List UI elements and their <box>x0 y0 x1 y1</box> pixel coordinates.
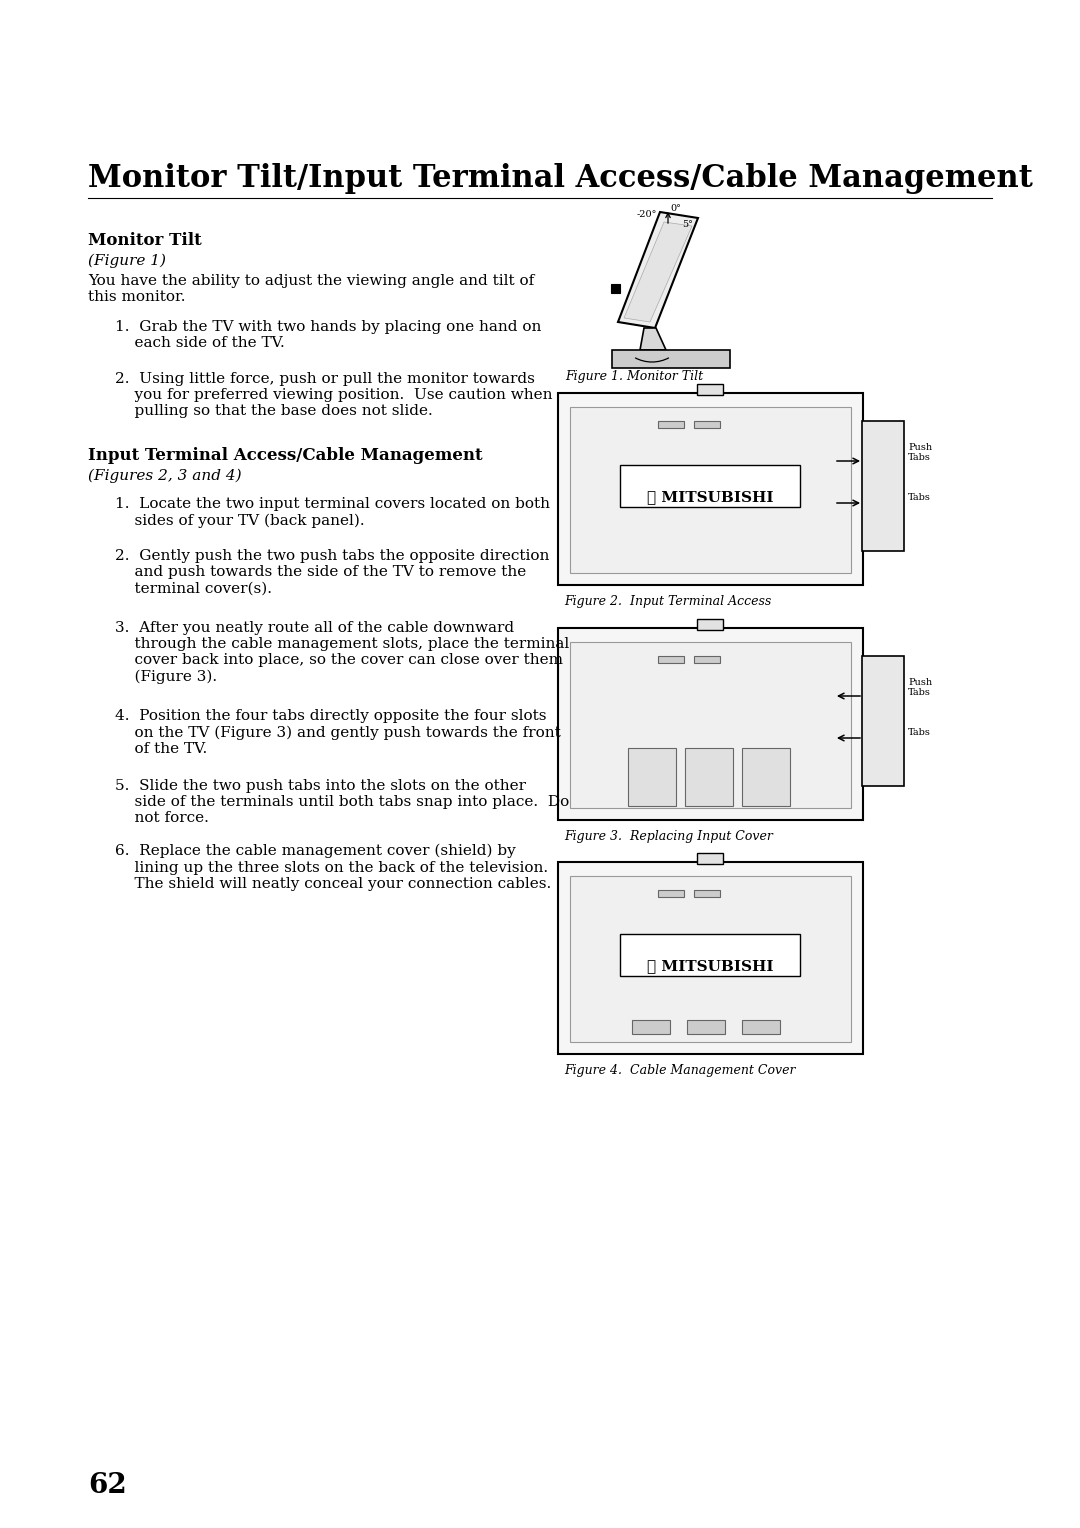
Text: 2.  Gently push the two push tabs the opposite direction
    and push towards th: 2. Gently push the two push tabs the opp… <box>114 549 550 596</box>
Bar <box>687 1021 725 1034</box>
Bar <box>611 284 620 293</box>
Text: 6.  Replace the cable management cover (shield) by
    lining up the three slots: 6. Replace the cable management cover (s… <box>114 843 551 891</box>
Text: 5°: 5° <box>681 220 693 229</box>
Text: Figure 2.  Input Terminal Access: Figure 2. Input Terminal Access <box>564 594 771 608</box>
Text: 1.  Grab the TV with two hands by placing one hand on
    each side of the TV.: 1. Grab the TV with two hands by placing… <box>114 319 541 350</box>
Bar <box>694 889 720 897</box>
Bar <box>694 656 720 663</box>
Polygon shape <box>640 329 666 350</box>
Bar <box>697 853 723 863</box>
Bar <box>570 876 851 1042</box>
Text: ✷ MITSUBISHI: ✷ MITSUBISHI <box>647 490 773 504</box>
Text: Tabs: Tabs <box>908 494 931 503</box>
Text: (Figure 1): (Figure 1) <box>87 254 166 269</box>
Text: 4.  Position the four tabs directly opposite the four slots
    on the TV (Figur: 4. Position the four tabs directly oppos… <box>114 709 561 756</box>
Text: Figure 1. Monitor Tilt: Figure 1. Monitor Tilt <box>565 370 703 384</box>
Polygon shape <box>618 212 698 329</box>
Bar <box>558 628 863 821</box>
Text: You have the ability to adjust the viewing angle and tilt of
this monitor.: You have the ability to adjust the viewi… <box>87 274 535 304</box>
Bar <box>697 384 723 396</box>
Text: ✷ MITSUBISHI: ✷ MITSUBISHI <box>647 960 773 973</box>
Bar <box>558 862 863 1054</box>
Text: 5.  Slide the two push tabs into the slots on the other
    side of the terminal: 5. Slide the two push tabs into the slot… <box>114 779 569 825</box>
Bar <box>658 656 684 663</box>
Text: 3.  After you neatly route all of the cable downward
    through the cable manag: 3. After you neatly route all of the cab… <box>114 620 569 685</box>
Bar <box>694 422 720 428</box>
Bar <box>697 619 723 630</box>
Bar <box>742 1021 780 1034</box>
Bar <box>862 422 904 552</box>
Text: 0°: 0° <box>670 205 680 212</box>
Bar <box>612 350 730 368</box>
Bar <box>862 656 904 785</box>
Text: (Figures 2, 3 and 4): (Figures 2, 3 and 4) <box>87 469 242 483</box>
Bar <box>570 406 851 573</box>
Bar <box>558 393 863 585</box>
Text: 1.  Locate the two input terminal covers located on both
    sides of your TV (b: 1. Locate the two input terminal covers … <box>114 497 550 527</box>
Text: Push
Tabs: Push Tabs <box>908 678 932 697</box>
Bar <box>620 465 800 507</box>
Bar <box>658 889 684 897</box>
Bar <box>685 749 733 805</box>
Text: Input Terminal Access/Cable Management: Input Terminal Access/Cable Management <box>87 448 483 465</box>
Text: Figure 4.  Cable Management Cover: Figure 4. Cable Management Cover <box>564 1063 796 1077</box>
Bar <box>570 642 851 808</box>
Bar <box>627 749 676 805</box>
Text: 2.  Using little force, push or pull the monitor towards
    you for preferred v: 2. Using little force, push or pull the … <box>114 371 553 419</box>
Text: 62: 62 <box>87 1471 126 1499</box>
Bar <box>742 749 789 805</box>
Bar <box>620 934 800 976</box>
Text: Tabs: Tabs <box>908 727 931 736</box>
Text: Push
Tabs: Push Tabs <box>908 443 932 463</box>
Text: Figure 3.  Replacing Input Cover: Figure 3. Replacing Input Cover <box>564 830 773 843</box>
Text: Monitor Tilt: Monitor Tilt <box>87 232 202 249</box>
Text: Monitor Tilt/Input Terminal Access/Cable Management: Monitor Tilt/Input Terminal Access/Cable… <box>87 163 1032 194</box>
Polygon shape <box>624 222 692 322</box>
Text: -20°: -20° <box>637 209 658 219</box>
Bar <box>658 422 684 428</box>
Bar <box>632 1021 670 1034</box>
